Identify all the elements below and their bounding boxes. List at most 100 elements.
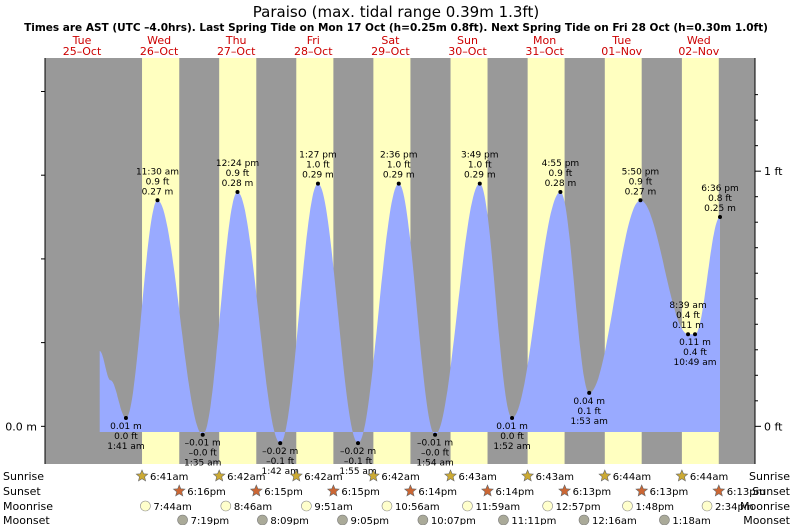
tide-label: 1:53 am — [571, 417, 608, 427]
moonrise-icon — [381, 500, 393, 512]
sunset-icon — [172, 484, 186, 497]
tide-label: 1:54 am — [416, 459, 453, 469]
moonrise-icon — [622, 500, 633, 512]
sunset-icon — [249, 484, 263, 497]
tide-point — [356, 441, 361, 446]
moonrise-icon — [220, 500, 232, 512]
sunrise-time: 6:41am — [150, 472, 188, 483]
tide-label: 0.9 ft — [226, 169, 250, 179]
row-label-right: Sunset — [752, 485, 790, 498]
row-label-right: Moonrise — [740, 500, 790, 513]
day-name: Wed — [147, 34, 171, 47]
moonrise-time: 12:57pm — [556, 502, 601, 513]
moonset-time: 11:11pm — [511, 516, 556, 525]
tide-label: –0.02 m — [262, 447, 298, 457]
sunset-time: 6:13pm — [650, 487, 689, 498]
tide-label: –0.1 ft — [266, 457, 295, 467]
moonset-icon — [257, 514, 268, 525]
row-label-left: Sunrise — [3, 470, 44, 483]
moonrise-time: 9:51am — [314, 502, 352, 513]
tide-label: 10:49 am — [673, 358, 716, 368]
tide-label: 4:55 pm — [542, 159, 580, 169]
axes: 0.0 m 0 ft 1 ft — [5, 58, 783, 464]
right-tick-label: 0 ft — [764, 420, 783, 433]
tide-label: 1.0 ft — [387, 161, 411, 171]
chart-header: Paraiso (max. tidal range 0.39m 1.3ft) T… — [24, 3, 768, 34]
day-name: Sat — [381, 34, 400, 47]
tide-label: 0.11 m — [672, 321, 704, 331]
moonrise-icon — [462, 500, 473, 512]
sunset-icon — [635, 484, 649, 497]
sunset-time: 6:13pm — [573, 487, 612, 498]
tide-label: –0.01 m — [417, 439, 453, 449]
tide-label: 0.29 m — [302, 171, 334, 181]
tide-point — [587, 390, 592, 395]
day-date: 27–Oct — [217, 45, 256, 58]
day-name: Tue — [611, 34, 631, 47]
tide-label: 0.28 m — [222, 179, 254, 189]
tide-label: 1.0 ft — [306, 161, 330, 171]
tide-label: 1:52 am — [493, 442, 530, 452]
moonset-icon — [659, 514, 670, 525]
sunset-time: 6:15pm — [341, 487, 380, 498]
tide-label: 1:42 am — [262, 467, 299, 477]
day-name: Mon — [533, 34, 556, 47]
chart-subtitle: Times are AST (UTC –4.0hrs). Last Spring… — [24, 22, 768, 34]
moonrise-time: 1:48pm — [635, 502, 674, 513]
tide-series — [99, 183, 720, 444]
tide-label: 0.29 m — [383, 171, 415, 181]
sunrise-icon — [598, 469, 612, 482]
moonset-icon — [578, 514, 590, 525]
sunset-icon — [481, 484, 494, 497]
sunrise-icon — [289, 469, 303, 482]
row-label-left: Moonrise — [3, 500, 53, 513]
day-name: Fri — [307, 34, 320, 47]
tide-label: 0.11 m — [679, 338, 711, 348]
moonrise-time: 2:34pm — [715, 502, 754, 513]
sunrise-icon — [366, 469, 380, 482]
sunrise-time: 6:42am — [227, 472, 265, 483]
tide-point — [558, 189, 563, 194]
tide-point — [396, 181, 401, 186]
sunset-time: 6:13pm — [727, 487, 766, 498]
moonrise-time: 8:46am — [234, 502, 272, 513]
sunset-time: 6:14pm — [496, 487, 535, 498]
tide-label: 3:49 pm — [461, 151, 499, 161]
tide-point — [510, 415, 515, 420]
tide-point — [638, 198, 643, 203]
moonset-icon — [417, 514, 429, 525]
day-date: 26–Oct — [140, 45, 179, 58]
tide-point — [693, 332, 698, 337]
tide-label: –0.01 m — [185, 439, 221, 449]
tide-label: 0.25 m — [704, 204, 736, 214]
sunrise-time: 6:42am — [381, 472, 419, 483]
tide-label: 0.9 ft — [549, 169, 573, 179]
tide-point — [200, 432, 205, 437]
moonrise-icon — [701, 500, 713, 512]
tide-point — [477, 181, 482, 186]
tide-area — [99, 183, 720, 444]
tide-label: –0.0 ft — [189, 449, 218, 459]
sunset-icon — [403, 484, 417, 497]
right-night-strip — [740, 58, 755, 464]
sunset-time: 6:14pm — [418, 487, 457, 498]
sunrise-time: 6:43am — [459, 472, 497, 483]
tide-label: 1.0 ft — [468, 161, 492, 171]
day-date: 28–Oct — [294, 45, 333, 58]
tide-label: 5:50 pm — [622, 167, 660, 177]
sunset-time: 6:15pm — [264, 487, 303, 498]
moonset-icon — [498, 514, 509, 525]
tide-label: 0.27 m — [625, 187, 657, 197]
day-date: 29–Oct — [371, 45, 410, 58]
tide-label: –0.0 ft — [421, 449, 450, 459]
tide-point — [155, 198, 160, 203]
moonset-icon — [177, 514, 188, 525]
day-name: Wed — [687, 34, 711, 47]
day-date: 02–Nov — [678, 45, 719, 58]
tide-label: 0.4 ft — [683, 348, 707, 358]
sunset-icon — [712, 484, 726, 497]
chart-title: Paraiso (max. tidal range 0.39m 1.3ft) — [253, 3, 539, 21]
day-date: 30–Oct — [448, 45, 487, 58]
moonrise-time: 7:44am — [153, 502, 191, 513]
